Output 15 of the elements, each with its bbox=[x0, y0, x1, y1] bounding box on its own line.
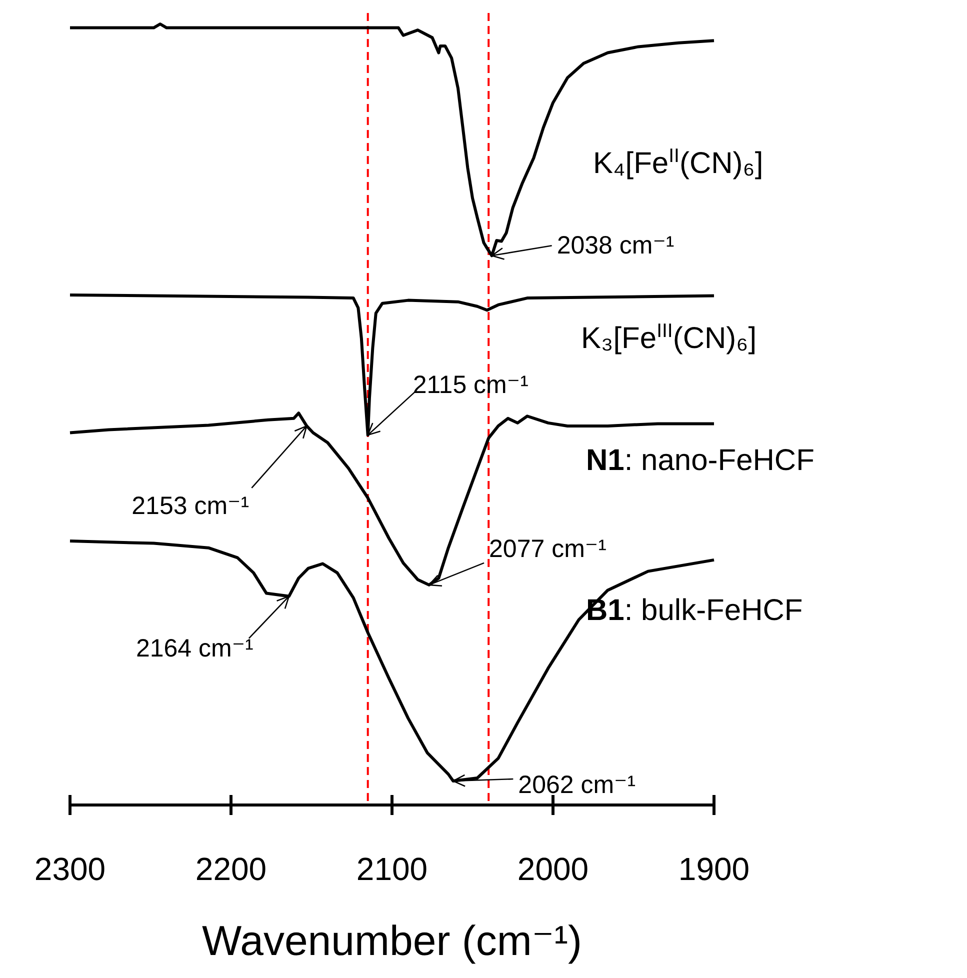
annotation: 2153 cm⁻¹ bbox=[132, 492, 250, 520]
annotation: 2062 cm⁻¹ bbox=[518, 771, 636, 799]
x-tick-label: 2200 bbox=[195, 851, 267, 887]
series-label: K₄[Fe$^{II}$(CN)₆] bbox=[593, 145, 764, 180]
annotation: 2038 cm⁻¹ bbox=[556, 232, 674, 260]
x-tick-label: 1900 bbox=[678, 851, 750, 887]
annotation: 2164 cm⁻¹ bbox=[136, 634, 254, 662]
x-tick-label: 2100 bbox=[356, 851, 428, 887]
x-axis-title: Wavenumber (cm⁻¹) bbox=[202, 917, 582, 964]
x-tick-label: 2000 bbox=[517, 851, 589, 887]
annotation: 2115 cm⁻¹ bbox=[412, 371, 528, 400]
series-label: N1: nano-FeHCF bbox=[586, 444, 814, 477]
x-tick-label: 2300 bbox=[34, 851, 106, 887]
series-label: K₃[Fe$^{III}$(CN)₆] bbox=[581, 320, 757, 355]
annotation: 2077 cm⁻¹ bbox=[489, 534, 606, 563]
